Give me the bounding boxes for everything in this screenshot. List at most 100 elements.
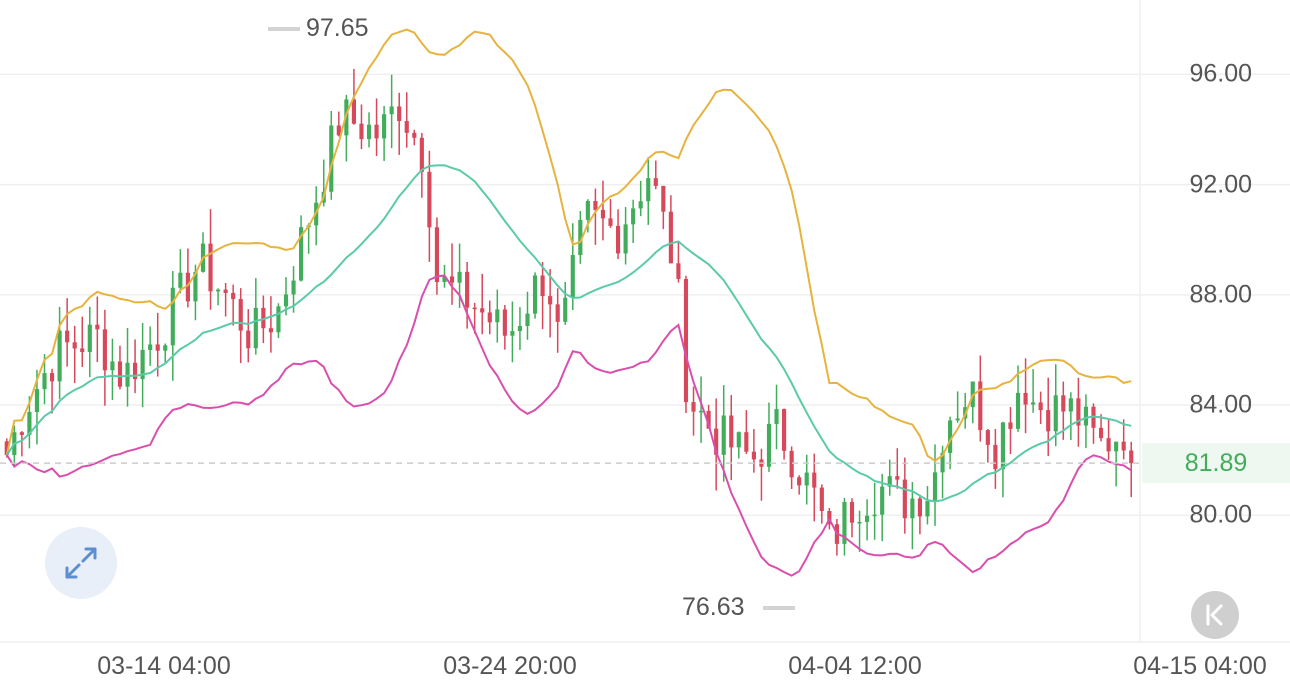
candle-body [744, 432, 749, 452]
candle-body [359, 123, 364, 140]
candle-body [1008, 422, 1013, 429]
candle-body [80, 348, 85, 353]
candle-body [1000, 422, 1006, 470]
candle-body [4, 441, 9, 456]
candle-body [449, 276, 455, 283]
candle-body [329, 125, 334, 192]
candle-body [268, 328, 273, 333]
candle-body [646, 178, 651, 202]
candle-body [1031, 402, 1036, 405]
candle-body [253, 307, 258, 349]
expand-chart-button[interactable] [45, 527, 117, 599]
candle-body [691, 402, 696, 412]
candle-body [397, 106, 402, 122]
grid-lines [0, 0, 1290, 643]
candle-body [178, 272, 183, 288]
x-tick-label: 04-04 12:00 [788, 652, 922, 680]
candle-body [917, 498, 922, 517]
candle-body [132, 362, 138, 380]
candle-body [706, 410, 711, 429]
min-price-dash [763, 606, 795, 611]
candle-body [185, 272, 190, 302]
candle-body [668, 211, 673, 264]
candle-body [1129, 450, 1134, 464]
bollinger-middle-line [5, 164, 1132, 503]
candle-body [842, 501, 847, 544]
candle-body [608, 218, 613, 226]
candle-body [1098, 427, 1104, 439]
candle-body [585, 201, 590, 220]
candle-body [419, 137, 424, 172]
candle-body [751, 451, 756, 460]
candle-body [404, 121, 409, 133]
candle-body [1046, 410, 1051, 432]
candle-body [276, 306, 281, 333]
candle-body [865, 515, 870, 522]
candle-body [382, 114, 387, 139]
y-tick-label: 92.00 [1189, 170, 1252, 199]
max-price-label: 97.65 [306, 13, 369, 42]
candle-body [1038, 402, 1043, 411]
candle-body [978, 381, 983, 431]
y-tick-label: 84.00 [1189, 390, 1252, 419]
candle-body [804, 472, 809, 486]
candle-body [57, 330, 62, 382]
candle-body [495, 309, 500, 323]
candle-body [140, 349, 145, 380]
candle-body [887, 476, 892, 487]
candle-body [291, 280, 296, 295]
candle-body [427, 171, 432, 228]
candle-body [374, 124, 379, 139]
candle-body [548, 296, 553, 305]
candle-body [238, 299, 243, 331]
candle-body [714, 428, 719, 455]
y-tick-label: 88.00 [1189, 280, 1252, 309]
candle-body [910, 498, 915, 519]
candle-body [993, 444, 998, 470]
candle-body [782, 409, 787, 451]
candle-body [766, 423, 772, 467]
candle-body [72, 342, 77, 349]
y-tick-label: 96.00 [1189, 59, 1252, 88]
candle-body [895, 476, 900, 480]
candle-body [638, 201, 643, 209]
candle-body [721, 415, 726, 455]
candle-body [955, 418, 960, 421]
candle-body [366, 124, 372, 140]
candle-body [925, 501, 930, 517]
collapse-left-icon [1206, 604, 1223, 626]
candle-body [631, 208, 636, 225]
candle-body [600, 209, 606, 219]
candle-body [774, 409, 779, 424]
candle-body [1023, 392, 1028, 405]
candle-body [87, 324, 92, 353]
last-price-badge: 81.89 [1142, 443, 1290, 484]
candle-body [729, 415, 734, 448]
candle-body [42, 373, 47, 390]
candle-body [661, 185, 666, 212]
candle-body [819, 487, 824, 512]
x-tick-label: 03-14 04:00 [97, 652, 231, 680]
candle-body [487, 312, 492, 323]
candle-body [1106, 438, 1111, 452]
candle-body [525, 313, 530, 327]
candle-body [1121, 441, 1126, 451]
candle-body [563, 297, 568, 322]
candles [4, 68, 1134, 556]
candle-body [193, 271, 198, 302]
candle-body [570, 255, 575, 298]
candle-body [283, 294, 289, 307]
candle-body [27, 411, 32, 435]
bollinger-lower-line [5, 274, 1132, 577]
candle-body [510, 331, 515, 336]
scroll-to-latest-button[interactable] [1191, 591, 1239, 639]
candle-body [1068, 398, 1073, 412]
max-price-dash [268, 26, 300, 31]
candle-body [261, 307, 266, 329]
candle-body [117, 361, 123, 387]
candle-body [472, 307, 477, 310]
candle-body [857, 521, 862, 524]
candle-body [880, 486, 885, 515]
